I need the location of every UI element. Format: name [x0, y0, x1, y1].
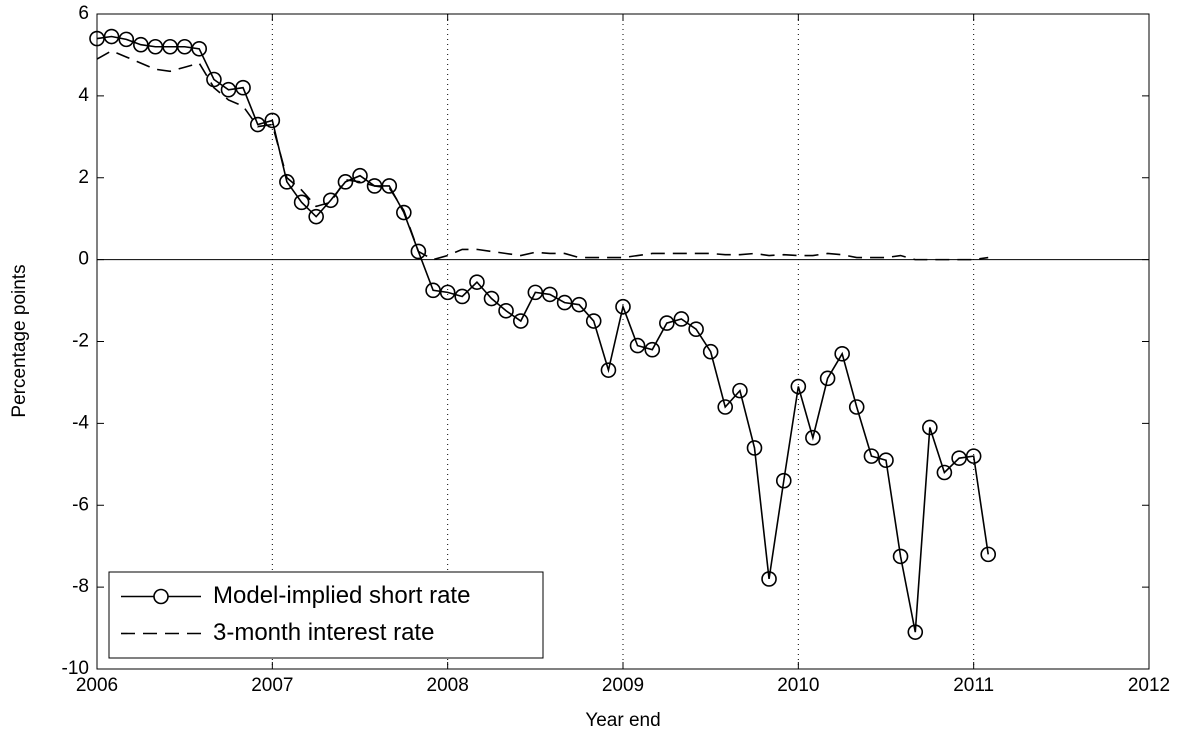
data-point [688, 321, 704, 338]
y-tick-label: -2 [72, 331, 89, 352]
data-point [337, 174, 354, 190]
x-tick-label: 2006 [76, 675, 118, 696]
data-point [951, 450, 967, 466]
data-point [352, 167, 368, 184]
data-point [103, 28, 120, 45]
data-point [717, 399, 734, 415]
data-point [322, 192, 339, 209]
x-tick-label: 2007 [251, 675, 293, 696]
data-point [512, 313, 529, 329]
data-point [220, 81, 237, 98]
data-point [191, 40, 208, 57]
data-point [936, 464, 953, 481]
y-tick-label: -6 [72, 494, 89, 515]
x-tick-label: 2008 [427, 675, 469, 696]
x-axis-label: Year end [585, 710, 660, 731]
data-point [775, 472, 792, 489]
data-point [235, 79, 251, 96]
data-point [527, 284, 544, 301]
data-point [118, 31, 135, 48]
data-point [556, 294, 573, 311]
legend-label: 3-month interest rate [213, 619, 434, 646]
data-point [892, 548, 909, 565]
y-tick-label: 6 [78, 3, 89, 24]
plot-frame [96, 13, 1150, 670]
y-tick-label: -10 [62, 658, 89, 679]
data-point [89, 30, 105, 47]
x-tick-label: 2012 [1128, 675, 1170, 696]
y-tick-label: 4 [78, 85, 89, 106]
x-tick-label: 2009 [602, 675, 644, 696]
data-point [834, 345, 850, 362]
y-tick-label: -8 [72, 576, 89, 597]
data-point [293, 194, 310, 211]
data-point [542, 286, 558, 303]
data-point [454, 288, 471, 305]
data-point [732, 382, 748, 399]
data-point [381, 178, 398, 194]
data-point [746, 440, 763, 456]
data-point [483, 290, 500, 307]
y-tick-label: -4 [72, 412, 89, 433]
data-point [790, 378, 807, 395]
data-point [133, 36, 149, 53]
plot-area [97, 14, 1149, 669]
legend-marker [153, 588, 169, 605]
legend-label: Model-implied short rate [213, 582, 470, 609]
data-point [673, 311, 690, 327]
data-point [396, 204, 412, 221]
data-point [308, 208, 324, 225]
data-point [878, 452, 894, 469]
data-point [819, 370, 836, 387]
data-point [863, 448, 880, 464]
data-point [615, 298, 631, 315]
y-tick-label: 0 [78, 249, 89, 270]
x-tick-label: 2010 [777, 675, 819, 696]
data-point [176, 38, 193, 55]
data-point [659, 315, 675, 331]
legend-box [108, 571, 544, 659]
legend: Model-implied short rate 3-month interest… [108, 571, 544, 659]
data-point [264, 112, 281, 129]
data-point [644, 341, 661, 358]
data-point [980, 546, 997, 563]
y-tick-label: 2 [78, 167, 89, 188]
data-point [571, 296, 587, 313]
x-tick-label: 2011 [953, 675, 994, 696]
series-line [96, 49, 989, 261]
data-point [249, 116, 266, 133]
data-point [410, 243, 427, 260]
data-point [907, 624, 924, 640]
data-point [629, 337, 646, 354]
data-point [922, 419, 938, 436]
data-point [469, 274, 485, 290]
y-axis-label: Percentage points [9, 264, 30, 417]
data-point [425, 282, 441, 299]
data-point [498, 302, 514, 319]
data-point [848, 399, 865, 415]
data-point [965, 448, 982, 464]
data-point [805, 429, 821, 446]
data-point [600, 362, 617, 378]
data-point [439, 284, 456, 301]
data-point [761, 571, 777, 587]
data-point [585, 313, 602, 329]
data-point [702, 343, 719, 360]
